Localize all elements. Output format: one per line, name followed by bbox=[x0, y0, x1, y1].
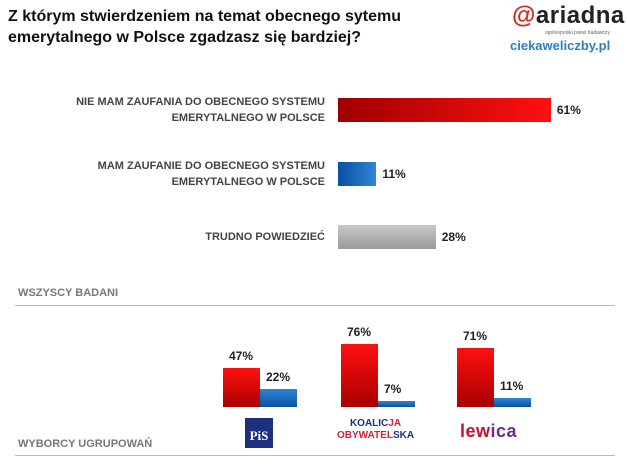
data-label: 22% bbox=[266, 369, 291, 384]
category-label-line: EMERYTALNEGO W POLSCE bbox=[171, 176, 325, 188]
data-label: 61% bbox=[556, 103, 581, 117]
data-label: 47% bbox=[229, 348, 254, 363]
category-label: TRUDNO POWIEDZIEĆ bbox=[25, 229, 325, 245]
data-label: 7% bbox=[384, 382, 402, 397]
category-label-line: EMERYTALNEGO W POLSCE bbox=[171, 112, 325, 124]
bar-0-0 bbox=[223, 367, 260, 407]
bar-2-0 bbox=[457, 348, 494, 407]
lewica-logo: lewica bbox=[460, 421, 518, 441]
divider bbox=[15, 305, 615, 306]
divider bbox=[15, 455, 615, 456]
chart-title: Z którym stwierdzeniem na temat obecnego… bbox=[8, 8, 401, 46]
site-link: ciekaweliczby.pl bbox=[510, 38, 611, 53]
bar-2 bbox=[338, 225, 436, 249]
category-label: MAM ZAUFANIE DO OBECNEGO SYSTEMU EMERYTAL… bbox=[25, 158, 325, 190]
category-label-line: TRUDNO POWIEDZIEĆ bbox=[205, 231, 325, 243]
section-party-voters: WYBORCY UGRUPOWAŃ bbox=[18, 438, 153, 450]
bar-2-1 bbox=[494, 397, 531, 407]
data-label: 71% bbox=[463, 329, 488, 344]
bar-1-0 bbox=[341, 343, 378, 407]
section-all-respondents: WSZYSCY BADANI bbox=[18, 287, 119, 299]
logo-tagline: ogólnopolski panel badawczy bbox=[545, 30, 611, 36]
category-label: NIE MAM ZAUFANIA DO OBECNEGO SYSTEMU EMER… bbox=[25, 94, 325, 126]
bar-1 bbox=[338, 162, 377, 186]
data-label: 76% bbox=[347, 324, 372, 339]
ariadna-logo: @ariadna bbox=[512, 2, 625, 29]
bar-0 bbox=[338, 98, 551, 122]
category-label-line: NIE MAM ZAUFANIA DO OBECNEGO SYSTEMU bbox=[76, 96, 325, 108]
data-label: 11% bbox=[500, 378, 524, 393]
data-label: 11% bbox=[382, 167, 406, 181]
category-label-line: MAM ZAUFANIE DO OBECNEGO SYSTEMU bbox=[97, 160, 325, 172]
data-label: 28% bbox=[441, 230, 466, 244]
ko-logo: KOALICJA OBYWATELSKA bbox=[337, 418, 415, 441]
bar-0-1 bbox=[260, 388, 297, 407]
bar-1-1 bbox=[378, 401, 415, 407]
pis-logo: PiS bbox=[245, 418, 273, 448]
